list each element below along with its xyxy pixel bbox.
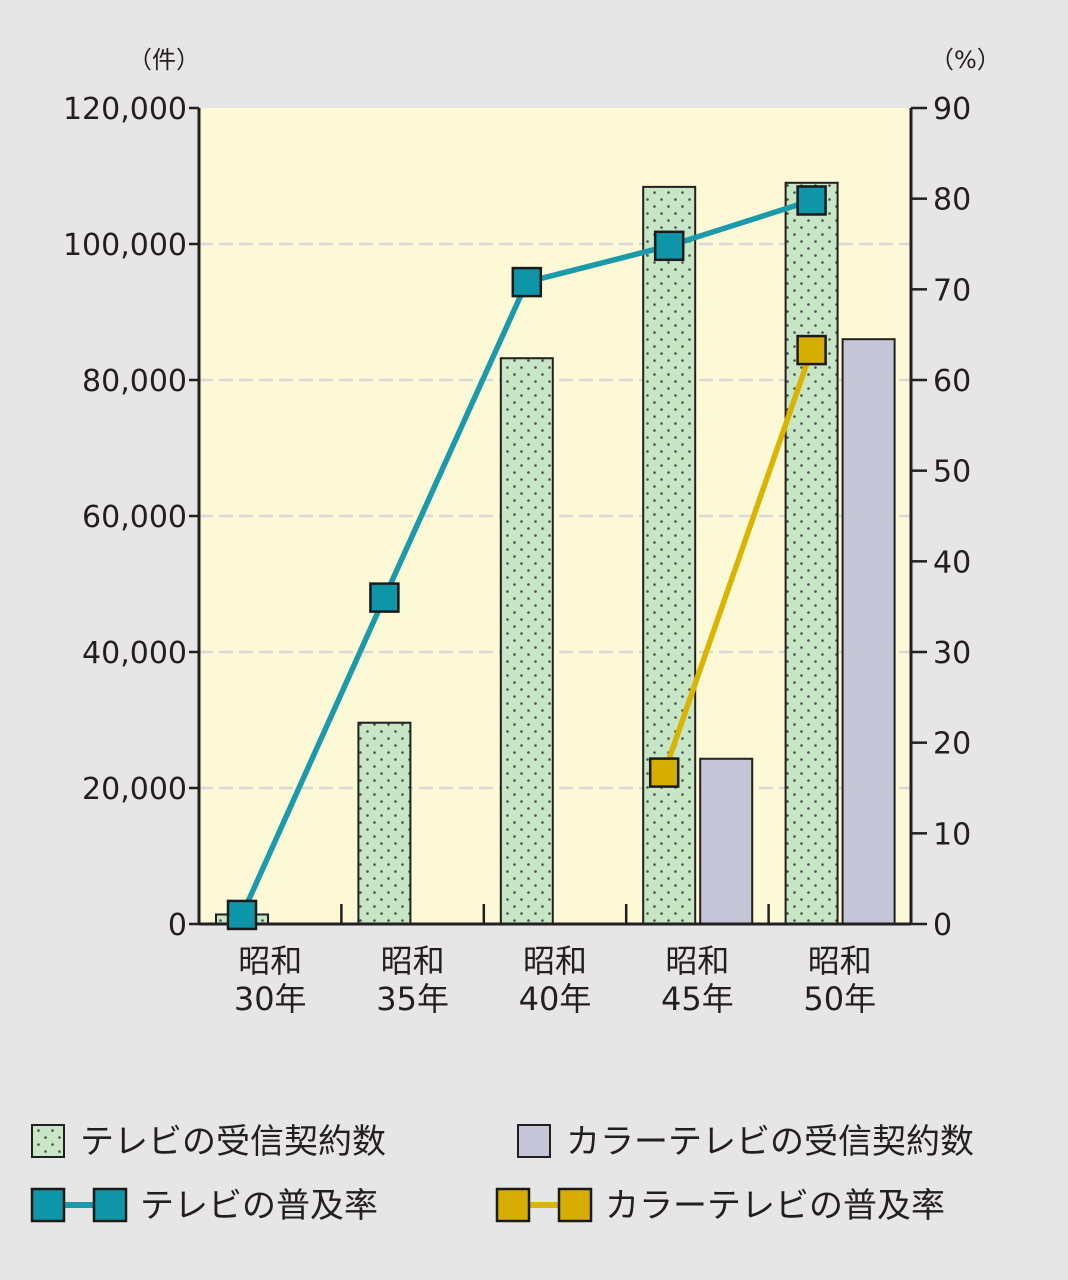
bars <box>215 181 896 926</box>
right-tick-label: 50 <box>933 455 971 490</box>
category-label: 昭和 <box>238 942 302 980</box>
legend-marker <box>92 1187 128 1223</box>
category-label: 40年 <box>519 980 592 1018</box>
bar-tv-contracts <box>499 357 554 925</box>
lines <box>226 185 827 931</box>
legend-label: カラーテレビの普及率 <box>605 1186 945 1226</box>
bar-tv-contracts <box>784 181 839 926</box>
right-tick-label: 90 <box>933 92 971 127</box>
tv-penetration-point <box>796 185 827 216</box>
left-tick-label: 80,000 <box>82 364 187 399</box>
legend-label: テレビの受信契約数 <box>80 1122 386 1162</box>
tv-penetration-point <box>369 582 400 613</box>
color-tv-penetration-point <box>648 757 680 788</box>
axes <box>189 106 927 926</box>
left-axis-unit: （件） <box>128 46 200 74</box>
category-label: 45年 <box>661 980 734 1018</box>
color-tv-penetration-point <box>796 334 827 366</box>
category-label: 30年 <box>234 980 307 1018</box>
category-label: 昭和 <box>523 942 587 980</box>
right-axis-unit: （%） <box>930 46 1001 74</box>
left-tick-label: 120,000 <box>63 92 187 127</box>
right-tick-label: 80 <box>933 183 971 218</box>
tv-penetration-point <box>653 230 685 262</box>
left-tick-label: 0 <box>168 908 187 943</box>
legend-label: カラーテレビの受信契約数 <box>566 1122 974 1162</box>
legend-label: テレビの普及率 <box>140 1186 378 1226</box>
axis-labels: 0 20,000 40,000 60,000 80,000 100,000 120,000 0… <box>63 46 1001 1018</box>
legend-marker <box>557 1187 593 1223</box>
legend-swatch <box>31 1124 65 1158</box>
category-label: 昭和 <box>381 942 445 980</box>
tv-penetration-point <box>226 899 258 931</box>
legend-marker <box>30 1187 66 1223</box>
right-tick-label: 20 <box>933 727 971 762</box>
right-tick-label: 70 <box>933 273 971 308</box>
bar-color-tv-contracts <box>699 757 754 926</box>
category-label: 50年 <box>803 980 876 1018</box>
legend-swatch <box>517 1124 551 1158</box>
legend-marker <box>495 1187 531 1223</box>
left-tick-label: 40,000 <box>82 636 187 671</box>
left-tick-label: 20,000 <box>82 772 187 807</box>
tv-penetration-point <box>511 266 543 298</box>
right-tick-label: 60 <box>933 364 971 399</box>
right-tick-label: 40 <box>933 545 971 580</box>
right-tick-label: 30 <box>933 636 971 671</box>
category-label: 35年 <box>376 980 449 1018</box>
category-label: 昭和 <box>808 942 872 980</box>
left-tick-label: 100,000 <box>63 228 187 263</box>
right-tick-label: 10 <box>933 817 971 852</box>
color-tv-penetration-line <box>661 349 815 774</box>
bar-tv-contracts <box>642 185 697 925</box>
bar-color-tv-contracts <box>841 338 896 925</box>
right-tick-label: 0 <box>933 908 952 943</box>
left-tick-label: 60,000 <box>82 500 187 535</box>
bar-tv-contracts <box>357 721 412 925</box>
category-label: 昭和 <box>665 942 729 980</box>
